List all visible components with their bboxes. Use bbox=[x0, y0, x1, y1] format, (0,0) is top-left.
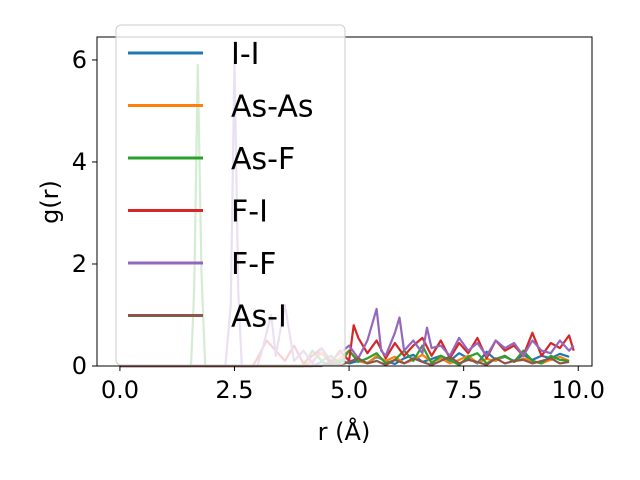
x-tick-label: 5.0 bbox=[330, 376, 368, 404]
legend-label-i-i: I-I bbox=[231, 37, 260, 72]
legend-box bbox=[115, 24, 346, 366]
x-axis: 0.0 2.5 5.0 7.5 10.0 bbox=[101, 366, 605, 404]
y-tick-label: 6 bbox=[72, 46, 87, 74]
x-tick-label: 7.5 bbox=[445, 376, 483, 404]
x-tick-label: 0.0 bbox=[101, 376, 139, 404]
y-axis: 0 2 4 6 bbox=[72, 46, 97, 380]
y-tick-label: 2 bbox=[72, 250, 87, 278]
y-tick-label: 0 bbox=[72, 352, 87, 380]
legend-label-as-i: As-I bbox=[231, 300, 287, 335]
x-tick-label: 10.0 bbox=[552, 376, 605, 404]
y-tick-label: 4 bbox=[72, 148, 87, 176]
y-axis-label: g(r) bbox=[36, 180, 64, 224]
series-line-as-i bbox=[119, 355, 570, 368]
legend-label-f-f: F-F bbox=[231, 247, 276, 282]
x-tick-label: 2.5 bbox=[215, 376, 253, 404]
legend: I-I As-As As-F F-I F-F As-I bbox=[115, 24, 346, 366]
legend-label-as-f: As-F bbox=[231, 142, 295, 177]
x-axis-label: r (Å) bbox=[318, 417, 371, 446]
legend-label-as-as: As-As bbox=[231, 90, 313, 125]
legend-label-f-i: F-I bbox=[231, 195, 268, 230]
